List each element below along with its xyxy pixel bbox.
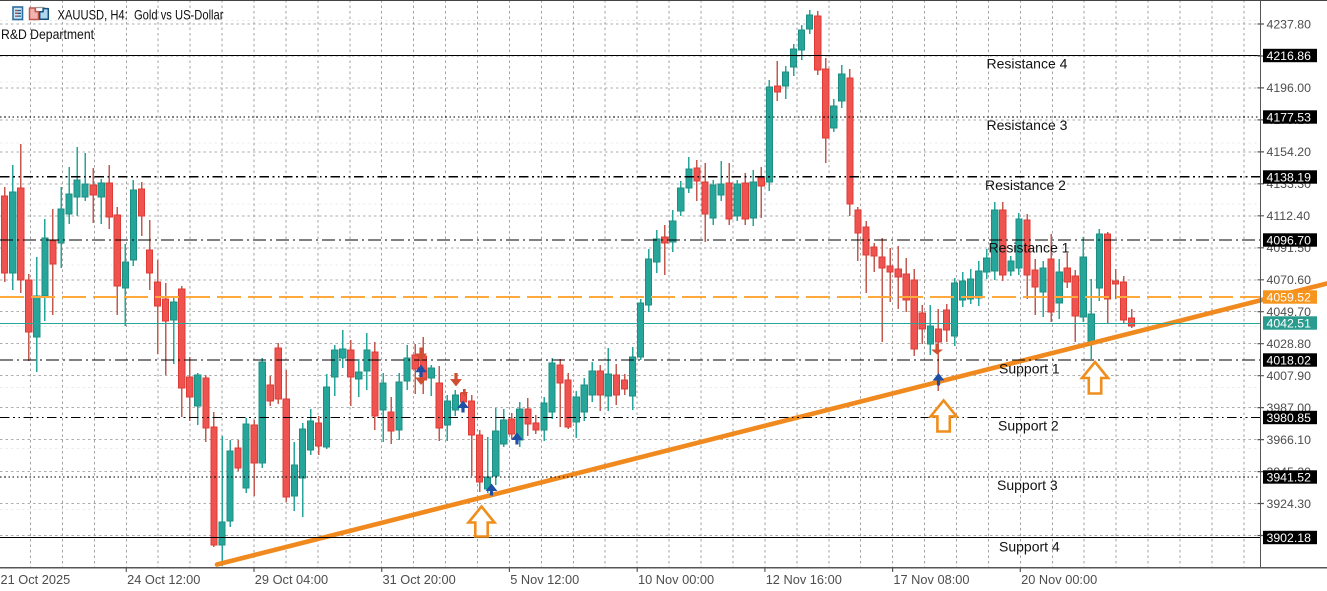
svg-text:Resistance 3: Resistance 3: [987, 117, 1068, 133]
svg-text:12 Nov 16:00: 12 Nov 16:00: [766, 572, 842, 587]
svg-text:3941.52: 3941.52: [1267, 470, 1312, 484]
svg-text:5 Nov 12:00: 5 Nov 12:00: [510, 572, 579, 587]
svg-text:17 Nov 08:00: 17 Nov 08:00: [893, 572, 969, 587]
svg-text:24 Oct 12:00: 24 Oct 12:00: [127, 572, 200, 587]
svg-text:3924.30: 3924.30: [1267, 497, 1312, 511]
svg-text:4070.60: 4070.60: [1267, 273, 1312, 287]
svg-text:Support 3: Support 3: [997, 477, 1058, 493]
svg-text:4237.80: 4237.80: [1267, 17, 1312, 31]
svg-text:3966.10: 3966.10: [1267, 433, 1312, 447]
svg-text:Support 4: Support 4: [999, 539, 1060, 555]
svg-text:4138.19: 4138.19: [1267, 170, 1312, 184]
svg-text:4018.02: 4018.02: [1267, 353, 1312, 367]
svg-text:3902.18: 3902.18: [1267, 531, 1312, 545]
svg-text:4028.80: 4028.80: [1267, 337, 1312, 351]
svg-text:21 Oct 2025: 21 Oct 2025: [1, 572, 71, 587]
svg-text:Support 2: Support 2: [998, 418, 1059, 434]
svg-text:29 Oct 04:00: 29 Oct 04:00: [255, 572, 328, 587]
svg-text:Resistance 1: Resistance 1: [989, 240, 1070, 256]
svg-text:4216.86: 4216.86: [1267, 49, 1312, 63]
svg-text:4059.52: 4059.52: [1267, 290, 1312, 304]
svg-text:4112.40: 4112.40: [1267, 209, 1311, 223]
svg-text:Resistance 2: Resistance 2: [985, 177, 1066, 193]
svg-text:10 Nov 00:00: 10 Nov 00:00: [638, 572, 714, 587]
svg-text:4096.70: 4096.70: [1267, 233, 1312, 247]
svg-text:4049.70: 4049.70: [1267, 305, 1312, 319]
svg-text:4007.90: 4007.90: [1267, 369, 1312, 383]
svg-text:31 Oct 20:00: 31 Oct 20:00: [383, 572, 456, 587]
svg-text:4177.53: 4177.53: [1267, 110, 1312, 124]
svg-text:4154.20: 4154.20: [1267, 145, 1312, 159]
svg-text:4196.00: 4196.00: [1267, 81, 1312, 95]
svg-text:R&D Department: R&D Department: [1, 27, 94, 42]
svg-text:XAUUSD, H4: Gold vs US-Dollar: XAUUSD, H4: Gold vs US-Dollar: [58, 8, 224, 23]
svg-text:4042.51: 4042.51: [1267, 316, 1312, 330]
svg-text:20 Nov 00:00: 20 Nov 00:00: [1021, 572, 1097, 587]
svg-text:Support 1: Support 1: [999, 361, 1060, 377]
svg-text:3980.85: 3980.85: [1267, 411, 1312, 425]
svg-text:Resistance 4: Resistance 4: [987, 56, 1068, 72]
